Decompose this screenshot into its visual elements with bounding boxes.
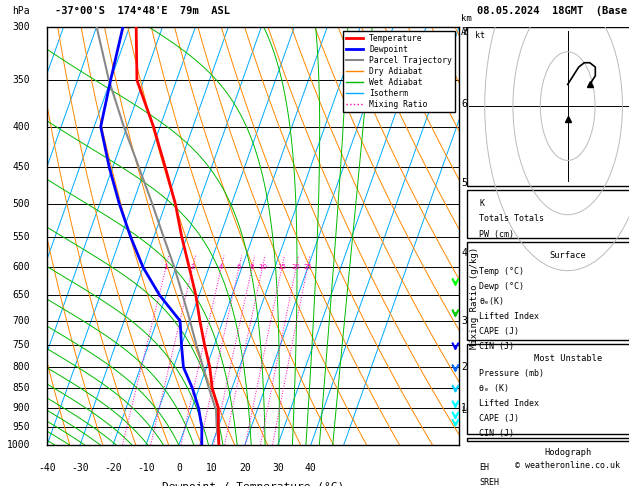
Text: 1: 1 <box>461 403 467 413</box>
Text: Most Unstable: Most Unstable <box>533 354 602 363</box>
Text: 350: 350 <box>12 75 30 85</box>
Text: 15: 15 <box>277 264 286 270</box>
Text: 1: 1 <box>164 264 168 270</box>
Text: EH: EH <box>479 463 489 472</box>
Bar <box>467 27 629 186</box>
Text: 08.05.2024  18GMT  (Base: 18): 08.05.2024 18GMT (Base: 18) <box>477 6 629 17</box>
Text: SREH: SREH <box>479 478 499 486</box>
Text: 5: 5 <box>461 177 467 188</box>
Text: 30: 30 <box>272 464 284 473</box>
Text: Pressure (mb): Pressure (mb) <box>479 369 544 378</box>
Text: 850: 850 <box>12 383 30 393</box>
Text: PW (cm): PW (cm) <box>479 230 514 239</box>
Text: © weatheronline.co.uk: © weatheronline.co.uk <box>515 461 620 470</box>
Text: 4: 4 <box>219 264 223 270</box>
Text: Dewpoint / Temperature (°C): Dewpoint / Temperature (°C) <box>162 482 344 486</box>
Bar <box>467 190 629 238</box>
Text: Totals Totals: Totals Totals <box>479 214 544 224</box>
Text: 4: 4 <box>461 247 467 258</box>
Text: 20: 20 <box>292 264 301 270</box>
Text: 6: 6 <box>461 99 467 109</box>
Text: 7: 7 <box>461 28 467 37</box>
Text: -10: -10 <box>137 464 155 473</box>
Text: ASL: ASL <box>461 28 477 37</box>
Text: 750: 750 <box>12 340 30 350</box>
Text: 500: 500 <box>12 199 30 209</box>
Text: Lifted Index: Lifted Index <box>479 312 539 321</box>
Text: hPa: hPa <box>12 6 30 17</box>
Text: CIN (J): CIN (J) <box>479 429 514 438</box>
Text: Dewp (°C): Dewp (°C) <box>479 282 524 291</box>
Text: 2: 2 <box>191 264 195 270</box>
Text: 650: 650 <box>12 290 30 300</box>
Text: 900: 900 <box>12 403 30 413</box>
Text: 950: 950 <box>12 422 30 432</box>
Text: 40: 40 <box>305 464 317 473</box>
Legend: Temperature, Dewpoint, Parcel Trajectory, Dry Adiabat, Wet Adiabat, Isotherm, Mi: Temperature, Dewpoint, Parcel Trajectory… <box>343 31 455 112</box>
Text: 800: 800 <box>12 362 30 372</box>
Text: -37°00'S  174°48'E  79m  ASL: -37°00'S 174°48'E 79m ASL <box>55 6 230 17</box>
Text: 400: 400 <box>12 122 30 132</box>
Bar <box>467 242 629 340</box>
Text: 2: 2 <box>461 362 467 372</box>
Text: 0: 0 <box>176 464 182 473</box>
Text: 10: 10 <box>206 464 218 473</box>
Bar <box>467 345 629 434</box>
Text: 700: 700 <box>12 316 30 326</box>
Text: 600: 600 <box>12 262 30 272</box>
Text: CIN (J): CIN (J) <box>479 342 514 351</box>
Text: 3: 3 <box>461 316 467 326</box>
Text: Hodograph: Hodograph <box>544 448 591 457</box>
Bar <box>467 438 629 440</box>
Text: Lifted Index: Lifted Index <box>479 399 539 408</box>
Text: CAPE (J): CAPE (J) <box>479 414 519 423</box>
Text: -40: -40 <box>38 464 56 473</box>
Text: 10: 10 <box>258 264 267 270</box>
Text: K: K <box>479 199 484 208</box>
Text: Mixing Ratio (g/kg): Mixing Ratio (g/kg) <box>470 247 479 349</box>
Text: 8: 8 <box>250 264 254 270</box>
Text: 300: 300 <box>12 22 30 32</box>
Text: 450: 450 <box>12 162 30 173</box>
Text: Temp (°C): Temp (°C) <box>479 267 524 276</box>
Text: kt: kt <box>475 31 485 40</box>
Text: 25: 25 <box>303 264 312 270</box>
Text: 6: 6 <box>237 264 242 270</box>
Text: CAPE (J): CAPE (J) <box>479 327 519 336</box>
Text: θₑ (K): θₑ (K) <box>479 384 509 393</box>
Text: Surface: Surface <box>549 251 586 260</box>
Text: 1000: 1000 <box>6 440 30 450</box>
Text: 20: 20 <box>239 464 251 473</box>
Text: θₑ(K): θₑ(K) <box>479 297 504 306</box>
Text: km: km <box>461 14 472 22</box>
Text: 550: 550 <box>12 232 30 242</box>
Text: -20: -20 <box>104 464 122 473</box>
Text: LCL: LCL <box>461 405 476 415</box>
Text: -30: -30 <box>71 464 89 473</box>
